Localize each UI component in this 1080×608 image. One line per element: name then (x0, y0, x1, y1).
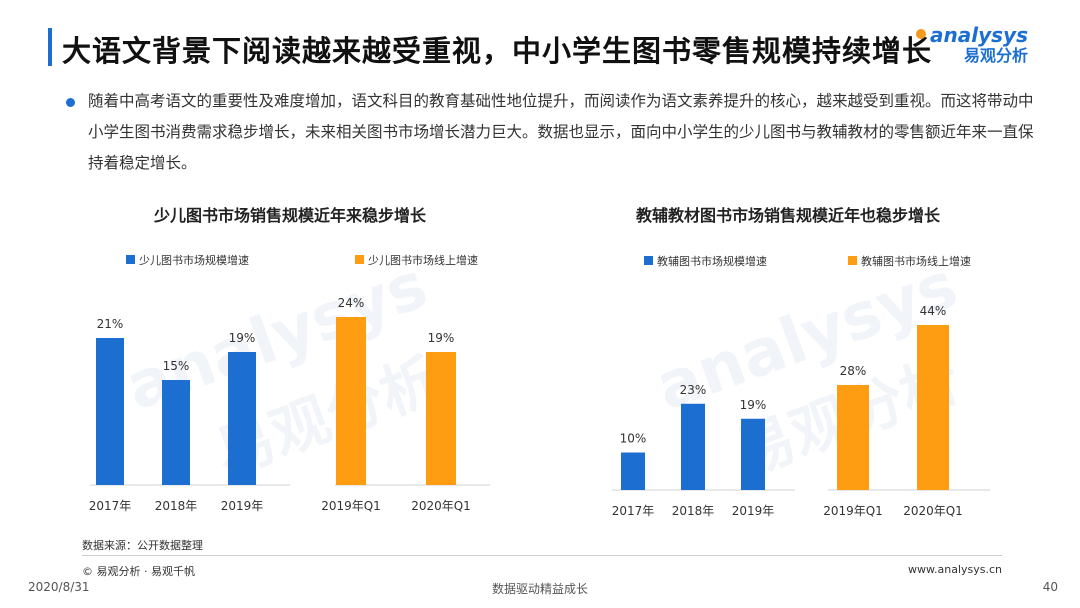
copyright-text: © 易观分析 · 易观千帆 (82, 565, 195, 578)
page-number: 40 (1042, 580, 1058, 594)
report-date: 2020/8/31 (28, 580, 90, 594)
tick-label-1-1-1: 2017年 (89, 499, 132, 513)
data-label-2-1-3: 19% (740, 398, 767, 412)
tick-label-1-1-2: 2018年 (155, 499, 198, 513)
website-link[interactable]: www.analysys.cn (908, 563, 1002, 576)
data-label-1-2-2: 19% (428, 331, 455, 345)
chart-title-2: 教辅教材图书市场销售规模近年也稳步增长 (636, 206, 941, 225)
bar-2-2-2 (917, 325, 949, 490)
bar-1-2-2 (426, 352, 456, 485)
tick-label-2-1-2: 2018年 (672, 504, 715, 518)
legend-swatch-1-1 (126, 255, 135, 264)
tick-label-2-1-3: 2019年 (732, 504, 775, 518)
bar-1-1-1 (96, 338, 124, 485)
data-label-1-1-3: 19% (229, 331, 256, 345)
bar-1-2-1 (336, 317, 366, 485)
bullet-dot-icon (66, 98, 75, 107)
bar-1-1-3 (228, 352, 256, 485)
bar-2-1-2 (681, 403, 705, 490)
logo-text-cn: 易观分析 (963, 46, 1028, 65)
tick-label-1-2-1: 2019年Q1 (321, 499, 381, 513)
legend-label-2-1: 教辅图书市场规模增速 (657, 254, 767, 268)
legend-swatch-2-2 (848, 256, 857, 265)
tick-label-1-1-3: 2019年 (221, 499, 264, 513)
data-source: 数据来源：公开数据整理 (82, 539, 203, 552)
brand-logo: analysys 易观分析 (916, 23, 1028, 66)
logo-dot-icon (916, 29, 927, 39)
title-accent-bar (48, 28, 52, 66)
tick-label-1-2-2: 2020年Q1 (411, 499, 471, 513)
data-label-2-2-2: 44% (920, 304, 947, 318)
bar-1-1-2 (162, 380, 190, 485)
bar-2-1-1 (621, 452, 645, 490)
legend-label-1-2: 少儿图书市场线上增速 (368, 253, 478, 267)
tick-label-2-2-2: 2020年Q1 (903, 504, 963, 518)
data-label-2-2-1: 28% (840, 364, 867, 378)
data-label-2-1-1: 10% (620, 432, 647, 446)
legend-label-1-1: 少儿图书市场规模增速 (139, 253, 249, 267)
data-label-2-1-2: 23% (680, 383, 707, 397)
logo-text-en: analysys (930, 23, 1028, 47)
body-paragraph: 随着中高考语文的重要性及难度增加，语文科目的教育基础性地位提升，而阅读作为语文素… (88, 92, 1034, 172)
bar-2-1-3 (741, 418, 765, 490)
tick-label-2-2-1: 2019年Q1 (823, 504, 883, 518)
data-label-1-2-1: 24% (338, 296, 365, 310)
legend-swatch-2-1 (644, 256, 653, 265)
footer-slogan: 数据驱动精益成长 (491, 582, 588, 596)
data-label-1-1-2: 15% (163, 359, 190, 373)
legend-label-2-2: 教辅图书市场线上增速 (861, 254, 971, 268)
bar-2-2-1 (837, 385, 869, 490)
data-label-1-1-1: 21% (97, 317, 124, 331)
footer-divider (82, 555, 1002, 556)
chart-title-1: 少儿图书市场销售规模近年来稳步增长 (153, 206, 427, 225)
tick-label-2-1-1: 2017年 (612, 504, 655, 518)
page-title: 大语文背景下阅读越来越受重视，中小学生图书零售规模持续增长 (62, 34, 933, 68)
legend-swatch-1-2 (355, 255, 364, 264)
